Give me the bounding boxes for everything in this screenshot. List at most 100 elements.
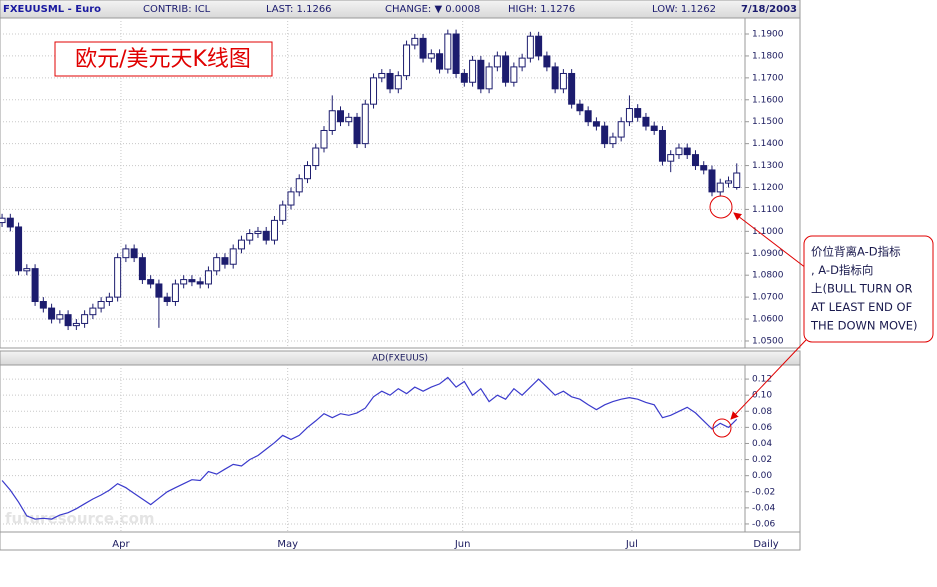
y-tick-label: 1.0700 — [752, 293, 784, 303]
x-label: Daily — [753, 539, 778, 550]
candle-body — [485, 66, 493, 90]
y-tick-label: 0.00 — [752, 471, 772, 481]
candle-body — [452, 33, 460, 74]
candle-body — [221, 257, 229, 265]
ad-title: AD(FXEUUS) — [372, 354, 428, 364]
candle-body — [403, 44, 411, 77]
candle-body — [328, 110, 336, 131]
candle-body — [502, 55, 510, 83]
callout-line: AT LEAST END OF — [811, 300, 912, 314]
y-tick-label: 1.1800 — [752, 51, 784, 61]
candle-body — [97, 301, 105, 309]
candle-body — [394, 75, 402, 90]
candle-body — [444, 33, 452, 70]
candle-body — [477, 59, 485, 90]
candle-body — [617, 121, 625, 138]
candle-body — [733, 172, 741, 188]
highlight-circle — [709, 195, 733, 219]
change: CHANGE: ▼ 0.0008 — [385, 4, 480, 15]
candle-body — [634, 108, 642, 118]
candle-body — [576, 103, 584, 112]
candle-body — [386, 72, 394, 90]
candle-body — [535, 35, 543, 57]
y-tick-label: 1.0600 — [752, 315, 784, 325]
callout-line: 价位背离A-D指标 — [811, 245, 901, 259]
candle-body — [279, 204, 287, 221]
y-tick-label: 1.1000 — [752, 227, 784, 237]
x-tick-label: Jun — [454, 539, 471, 550]
candle-body — [700, 165, 708, 171]
callout-line: , A-D指标向 — [811, 263, 873, 277]
candle-body — [163, 296, 171, 303]
candle-body — [716, 182, 724, 193]
candle-body — [155, 283, 163, 298]
candle-body — [295, 178, 303, 193]
candle-body — [105, 296, 113, 303]
candle-body — [361, 103, 369, 145]
callout-arrow — [730, 339, 807, 420]
y-tick-label: 0.08 — [752, 407, 772, 417]
high: HIGH: 1.1276 — [508, 4, 575, 15]
marks: 1.0500 1.0600 1.0700 1.0800 1.0900 1.1000 1.11… — [0, 18, 784, 550]
callout-line: THE DOWN MOVE) — [810, 319, 918, 333]
date: 7/18/2003 — [741, 4, 797, 15]
candle-body — [147, 279, 155, 285]
candle-body — [23, 268, 31, 272]
callout-line: 上(BULL TURN OR — [811, 282, 913, 296]
y-tick-label: 1.1300 — [752, 161, 784, 171]
callout-box — [803, 235, 934, 343]
candle-body — [642, 116, 650, 127]
candle-body — [411, 37, 419, 46]
y-tick-label: 1.0900 — [752, 249, 784, 259]
candle-body — [683, 147, 691, 156]
candle-body — [204, 270, 212, 285]
candle-body — [246, 233, 254, 241]
x-tick-label: Apr — [112, 539, 130, 550]
candle-body — [6, 217, 14, 228]
candle-body — [493, 55, 501, 68]
candle-body — [180, 279, 188, 285]
candle-body — [675, 147, 683, 156]
candle-body — [708, 169, 716, 193]
candle-body — [337, 110, 345, 123]
y-tick-label: 0.10 — [752, 391, 772, 401]
y-tick-label: 1.1500 — [752, 117, 784, 127]
candle-body — [270, 219, 278, 241]
y-tick-label: 1.1400 — [752, 139, 784, 149]
candle-body — [254, 230, 262, 235]
y-tick-label: 0.02 — [752, 455, 772, 465]
candle-body — [378, 72, 386, 79]
x-tick-label: Jul — [625, 539, 638, 550]
candle-body — [543, 55, 551, 68]
y-tick-label: 1.1200 — [752, 183, 784, 193]
y-tick-label: 1.1900 — [752, 30, 784, 40]
candle-body — [370, 77, 378, 105]
candle-body — [122, 248, 130, 259]
candle-body — [609, 136, 617, 145]
candle-body — [667, 154, 675, 162]
candle-body — [320, 129, 328, 149]
y-tick-label: 1.1700 — [752, 73, 784, 83]
candle-body — [650, 125, 658, 131]
symbol: FXEUUSML - Euro — [3, 4, 101, 15]
last: LAST: 1.1266 — [266, 4, 332, 15]
candle-body — [287, 191, 295, 206]
candle-body — [601, 125, 609, 145]
candle-body — [15, 226, 23, 272]
y-tick-label: 0.04 — [752, 439, 772, 449]
candle-body — [114, 257, 122, 298]
watermark: futuresource.com — [5, 510, 155, 528]
annotation: 欧元/美元天K线图 — [75, 47, 251, 72]
candle-body — [171, 283, 179, 303]
low: LOW: 1.1262 — [652, 4, 716, 15]
candle-body — [196, 281, 204, 285]
candle-body — [303, 165, 311, 180]
candle-body — [262, 230, 270, 241]
candle-body — [568, 72, 576, 105]
candle-body — [427, 53, 435, 59]
candle-body — [56, 314, 64, 320]
candle-body — [518, 57, 526, 68]
candle-body — [691, 154, 699, 167]
y-tick-label: 1.1600 — [752, 95, 784, 105]
